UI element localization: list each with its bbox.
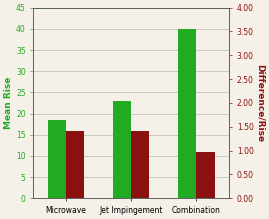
Bar (131, 131, 150, 198)
Bar (48, 120, 66, 198)
Bar (178, 29, 196, 198)
Y-axis label: Difference/Rise: Difference/Rise (256, 64, 265, 142)
Bar (66, 131, 84, 198)
Bar (113, 101, 131, 198)
Bar (196, 152, 215, 198)
Y-axis label: Mean Rise: Mean Rise (4, 77, 13, 129)
